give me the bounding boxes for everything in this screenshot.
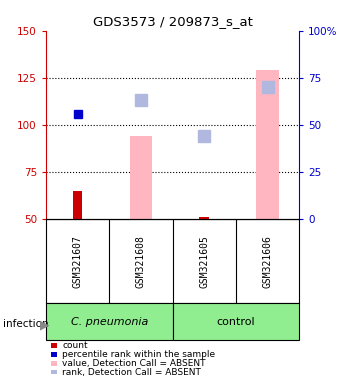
Text: GSM321607: GSM321607: [72, 235, 83, 288]
Bar: [200, 217, 209, 219]
Bar: [130, 136, 152, 219]
Text: percentile rank within the sample: percentile rank within the sample: [62, 350, 215, 359]
Text: rank, Detection Call = ABSENT: rank, Detection Call = ABSENT: [62, 367, 201, 377]
Text: C. pneumonia: C. pneumonia: [70, 316, 148, 327]
Bar: [73, 190, 82, 219]
Text: count: count: [62, 341, 88, 350]
Text: ▶: ▶: [40, 318, 50, 331]
Text: value, Detection Call = ABSENT: value, Detection Call = ABSENT: [62, 359, 206, 368]
Title: GDS3573 / 209873_s_at: GDS3573 / 209873_s_at: [92, 15, 253, 28]
Text: GSM321605: GSM321605: [199, 235, 209, 288]
Text: infection: infection: [3, 319, 49, 329]
FancyBboxPatch shape: [46, 303, 173, 340]
FancyBboxPatch shape: [173, 303, 299, 340]
Text: GSM321606: GSM321606: [262, 235, 273, 288]
Text: GSM321608: GSM321608: [136, 235, 146, 288]
Bar: [256, 70, 278, 219]
Text: control: control: [217, 316, 255, 327]
